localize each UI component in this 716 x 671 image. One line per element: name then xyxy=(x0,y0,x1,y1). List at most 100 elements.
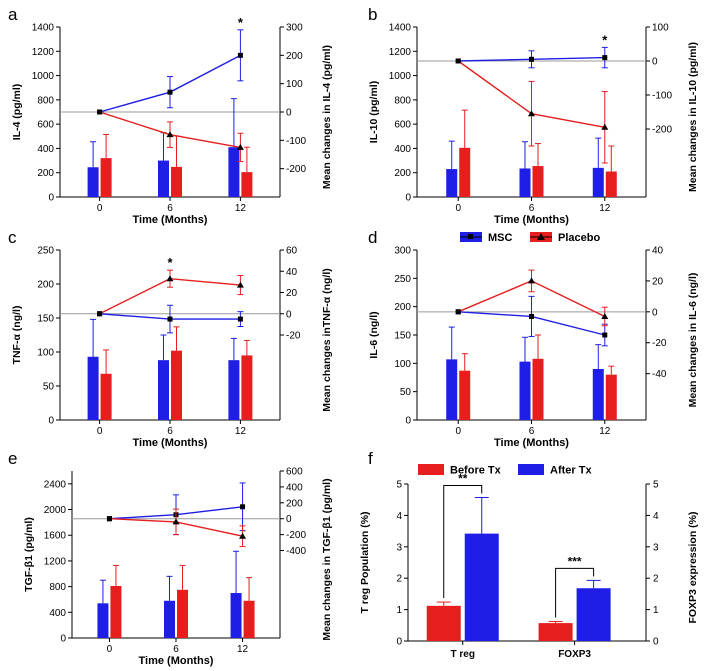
bar-msc-0 xyxy=(97,603,109,638)
x-tick-label: 6 xyxy=(173,644,179,655)
bar-placebo-0 xyxy=(459,147,471,197)
bar-msc-0 xyxy=(87,356,99,420)
x-tick-label: 12 xyxy=(237,644,249,655)
point-msc xyxy=(167,89,173,95)
bar-placebo-0 xyxy=(459,370,471,420)
y2-tick-label: -100 xyxy=(286,136,306,147)
y2-tick-label: 20 xyxy=(286,288,298,299)
y-axis-title: TNF-α (ng/l) xyxy=(11,306,23,365)
point-msc xyxy=(529,56,534,62)
point-placebo xyxy=(455,58,461,64)
y2-tick-label: 400 xyxy=(286,482,303,493)
bar-placebo-0 xyxy=(110,585,122,638)
y-tick-label: 200 xyxy=(394,168,411,179)
y-tick-label: 150 xyxy=(394,331,411,342)
legend-swatch-before-tx xyxy=(418,464,444,475)
x-axis-title: Time (Months) xyxy=(133,437,208,449)
bar-placebo-12 xyxy=(243,600,255,638)
x-tick-label: 0 xyxy=(455,203,461,214)
point-placebo xyxy=(166,131,174,138)
y2-tick-label: 60 xyxy=(286,246,298,257)
point-msc xyxy=(167,316,173,322)
y-axis-title: IL-4 (pg/ml) xyxy=(11,84,23,141)
bar-msc-6 xyxy=(519,361,531,420)
bar-after-tx-FOXP3 xyxy=(576,588,611,641)
bar-msc-12 xyxy=(228,360,240,420)
x-axis-title: Time (Months) xyxy=(133,214,208,226)
y-tick-label: 50 xyxy=(43,382,55,393)
y-tick-label: 1400 xyxy=(32,23,55,34)
y-axis-title: IL-6 (ng/l) xyxy=(368,311,380,358)
legend-label-after-tx: After Tx xyxy=(550,465,592,477)
x-tick-label: 12 xyxy=(599,426,611,437)
y-tick-label: 200 xyxy=(394,302,411,313)
significance-marker: * xyxy=(602,32,608,47)
y-tick-label: 250 xyxy=(37,246,54,257)
point-placebo xyxy=(166,275,174,282)
bar-msc-0 xyxy=(446,169,458,197)
bar-placebo-6 xyxy=(532,358,544,420)
point-placebo xyxy=(97,311,103,317)
y2-tick-label: 600 xyxy=(286,467,303,478)
x-tick-label: 12 xyxy=(235,203,247,214)
y-tick-label: 600 xyxy=(394,120,411,131)
x-tick-label: 0 xyxy=(455,426,461,437)
y2-axis-title: Mean changes in IL-6 (ng/l) xyxy=(687,273,699,408)
y2-tick-label: -100 xyxy=(652,91,672,102)
point-placebo xyxy=(97,109,103,115)
legend-msc-marker xyxy=(468,234,473,239)
bar-placebo-6 xyxy=(177,589,188,638)
y-tick-label: 5 xyxy=(396,480,402,491)
y2-tick-label: 40 xyxy=(286,267,298,278)
bar-msc-6 xyxy=(158,160,169,197)
point-placebo xyxy=(172,518,180,525)
bar-msc-12 xyxy=(592,167,604,197)
point-msc xyxy=(237,52,243,58)
x-tick-label: 0 xyxy=(97,426,103,437)
point-placebo xyxy=(455,309,461,315)
y-tick-label: 3 xyxy=(396,542,402,553)
x-axis-title: Time (Months) xyxy=(494,214,569,226)
y-tick-label: 4 xyxy=(396,511,402,522)
legend-before-after: Before Tx After Tx xyxy=(418,464,592,477)
y2-tick-label: 0 xyxy=(653,637,659,648)
y-tick-label: 1000 xyxy=(32,71,55,82)
y-axis-title: TGF-β1 (pg/ml) xyxy=(23,517,35,592)
y2-tick-label: 200 xyxy=(286,51,303,62)
panel-letter-b: b xyxy=(368,5,377,24)
point-msc xyxy=(529,313,534,319)
bar-placebo-6 xyxy=(171,166,182,197)
y-tick-label: 200 xyxy=(37,168,54,179)
y-tick-label: 0 xyxy=(396,637,402,648)
bar-placebo-12 xyxy=(605,171,617,197)
y2-axis-title: Mean changes inTNF-α (ng/l) xyxy=(321,268,333,412)
x-tick-label: 6 xyxy=(167,426,173,437)
x-tick-label: 0 xyxy=(107,644,113,655)
y-axis-title: T reg Population (%) xyxy=(359,511,371,613)
legend-msc-label: MSC xyxy=(488,232,513,244)
y-tick-label: 2000 xyxy=(44,505,67,516)
y-tick-label: 2 xyxy=(396,574,402,585)
significance-bracket xyxy=(555,567,595,618)
bar-placebo-6 xyxy=(532,166,544,197)
y2-axis-title: Mean changes in IL-10 (pg/ml) xyxy=(687,42,699,192)
y2-tick-label: -200 xyxy=(286,530,306,541)
y-tick-label: 0 xyxy=(60,634,66,645)
y-tick-label: 1000 xyxy=(389,71,412,82)
point-placebo xyxy=(528,277,535,284)
y-tick-label: 1 xyxy=(396,605,402,616)
y2-tick-label: 0 xyxy=(286,309,292,320)
point-msc xyxy=(602,332,608,338)
y2-tick-label: -40 xyxy=(652,369,667,380)
y2-tick-label: 1 xyxy=(653,605,659,616)
panel-letter-e: e xyxy=(8,449,17,468)
x-tick-label: 6 xyxy=(529,426,535,437)
y-tick-label: 1200 xyxy=(389,47,412,58)
bar-placebo-12 xyxy=(605,374,617,420)
y2-tick-label: 20 xyxy=(652,276,664,287)
bar-msc-6 xyxy=(164,600,175,638)
bar-msc-12 xyxy=(592,369,604,420)
y2-axis-title: FOXP3 expression (%) xyxy=(687,511,699,623)
